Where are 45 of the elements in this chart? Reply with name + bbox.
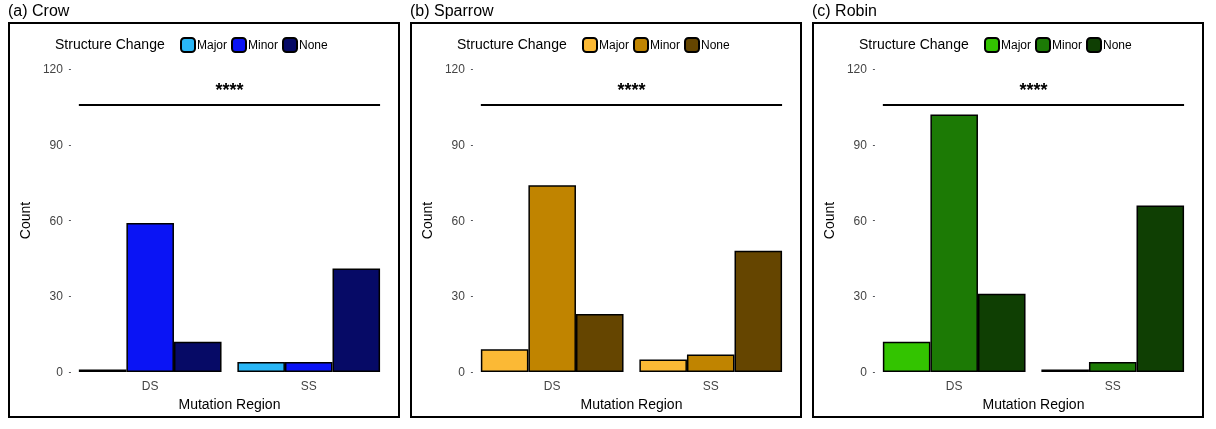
y-axis-title: Count — [821, 201, 837, 240]
y-tick-label: 90 — [853, 137, 868, 152]
x-axis-title: Mutation Region — [178, 396, 281, 412]
y-tick-label: 60 — [451, 213, 466, 228]
chart-title: (b) Sparrow — [410, 1, 495, 21]
chart-title: (c) Robin — [812, 1, 878, 21]
legend-label: Major — [197, 38, 228, 52]
y-tick-label: 90 — [451, 137, 466, 152]
y-tick-label: 30 — [451, 289, 466, 304]
y-axis-title: Count — [419, 201, 435, 240]
x-axis-title: Mutation Region — [982, 396, 1085, 412]
y-tick-label: 120 — [42, 62, 64, 76]
y-tick-label: 90 — [49, 137, 64, 152]
y-tick-label: 60 — [49, 213, 64, 228]
y-tick-label: 0 — [56, 365, 64, 380]
ref-line-label: **** — [617, 80, 646, 101]
x-tick-label: DS — [141, 379, 159, 394]
x-tick-label: SS — [1104, 379, 1121, 394]
x-axis-title: Mutation Region — [580, 396, 683, 412]
y-tick-label: 0 — [860, 365, 868, 380]
x-tick-label: DS — [945, 379, 963, 394]
y-axis-title: Count — [17, 201, 33, 240]
legend-title: Structure Change — [457, 36, 567, 52]
y-tick-label: 30 — [853, 289, 868, 304]
legend-label: None — [299, 38, 329, 52]
ref-line-label: **** — [215, 80, 244, 101]
legend-label: Minor — [1052, 38, 1083, 52]
y-tick-label: 30 — [49, 289, 64, 304]
ref-line-label: **** — [1019, 80, 1048, 101]
legend-title: Structure Change — [859, 36, 969, 52]
legend-label: Minor — [248, 38, 279, 52]
y-tick-label: 60 — [853, 213, 868, 228]
chart-title: (a) Crow — [8, 1, 71, 21]
y-tick-label: 120 — [444, 62, 466, 76]
legend-label: Minor — [650, 38, 681, 52]
y-tick-label: 120 — [846, 62, 868, 76]
legend-label: None — [701, 38, 731, 52]
legend-title: Structure Change — [55, 36, 165, 52]
x-tick-label: SS — [300, 379, 317, 394]
x-tick-label: DS — [543, 379, 561, 394]
x-tick-label: SS — [702, 379, 719, 394]
legend-label: None — [1103, 38, 1133, 52]
legend-label: Major — [1001, 38, 1032, 52]
legend-label: Major — [599, 38, 630, 52]
y-tick-label: 0 — [458, 365, 466, 380]
